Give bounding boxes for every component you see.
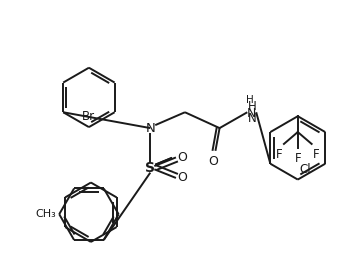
- Text: S: S: [145, 161, 155, 175]
- Text: CH₃: CH₃: [35, 209, 56, 219]
- Text: N: N: [247, 107, 256, 120]
- Text: F: F: [295, 152, 301, 165]
- Text: O: O: [209, 155, 218, 168]
- Text: O: O: [177, 151, 187, 164]
- Text: N: N: [145, 122, 155, 135]
- Text: Br: Br: [82, 110, 95, 123]
- Text: F: F: [276, 148, 282, 161]
- Text: O: O: [177, 171, 187, 184]
- Text: F: F: [313, 148, 320, 161]
- Text: Cl: Cl: [300, 162, 311, 176]
- Text: H
N: H N: [248, 100, 257, 125]
- Text: H: H: [246, 95, 254, 105]
